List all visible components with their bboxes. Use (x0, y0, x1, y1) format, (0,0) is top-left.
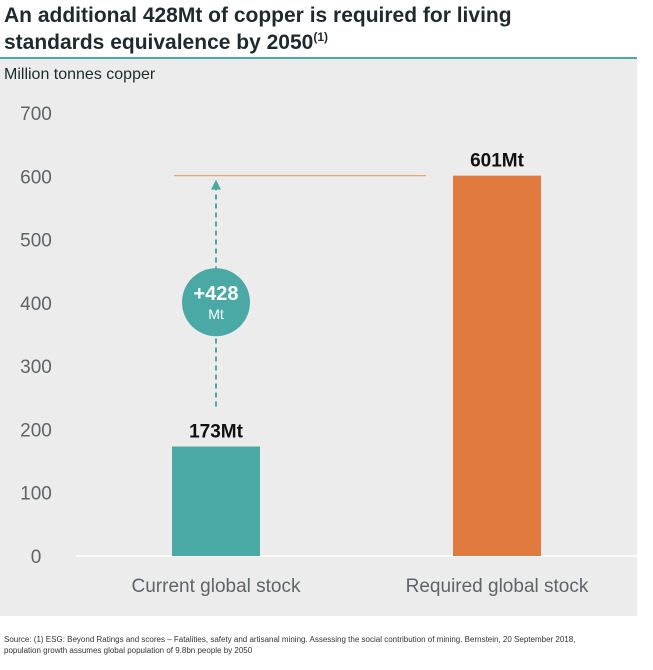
source-footnote: Source: (1) ESG: Beyond Ratings and scor… (4, 634, 649, 656)
y-tick-label: 700 (20, 104, 52, 125)
chart-title: An additional 428Mt of copper is require… (4, 2, 644, 56)
source-footnote-line-1: Source: (1) ESG: Beyond Ratings and scor… (4, 635, 576, 644)
x-category-label: Current global stock (132, 576, 301, 597)
difference-arrow-head (211, 179, 221, 190)
y-tick-label: 0 (31, 547, 42, 568)
difference-badge (182, 268, 250, 337)
chart-title-line-1: An additional 428Mt of copper is require… (4, 4, 512, 27)
title-divider (0, 57, 637, 59)
y-axis-unit-label: Million tonnes copper (4, 66, 156, 83)
x-category-label: Required global stock (406, 576, 589, 597)
difference-badge-unit: Mt (208, 306, 224, 322)
y-tick-label: 500 (20, 231, 52, 252)
bar-chart: 0 100 200 300 400 500 600 700 173Mt Current globa… (20, 104, 637, 597)
source-footnote-line-2: population growth assumes global populat… (4, 646, 253, 655)
y-tick-label: 100 (20, 484, 52, 505)
bar-data-label: 601Mt (470, 151, 525, 172)
chart-title-superscript: (1) (313, 30, 328, 44)
y-tick-label: 400 (20, 294, 52, 315)
bar-required-global-stock (453, 175, 541, 556)
difference-badge-value: +428 (193, 283, 238, 305)
y-tick-label: 300 (20, 357, 52, 378)
chart-title-line-2: standards equivalence by 2050(1) (4, 29, 644, 56)
y-tick-label: 600 (20, 167, 52, 188)
chart-title-line-2-text: standards equivalence by 2050 (4, 31, 314, 54)
y-tick-label: 200 (20, 420, 52, 441)
bar-current-global-stock (172, 446, 260, 556)
chart-panel: 0 100 200 300 400 500 600 700 173Mt Current globa… (0, 59, 637, 616)
bar-data-label: 173Mt (189, 422, 244, 443)
